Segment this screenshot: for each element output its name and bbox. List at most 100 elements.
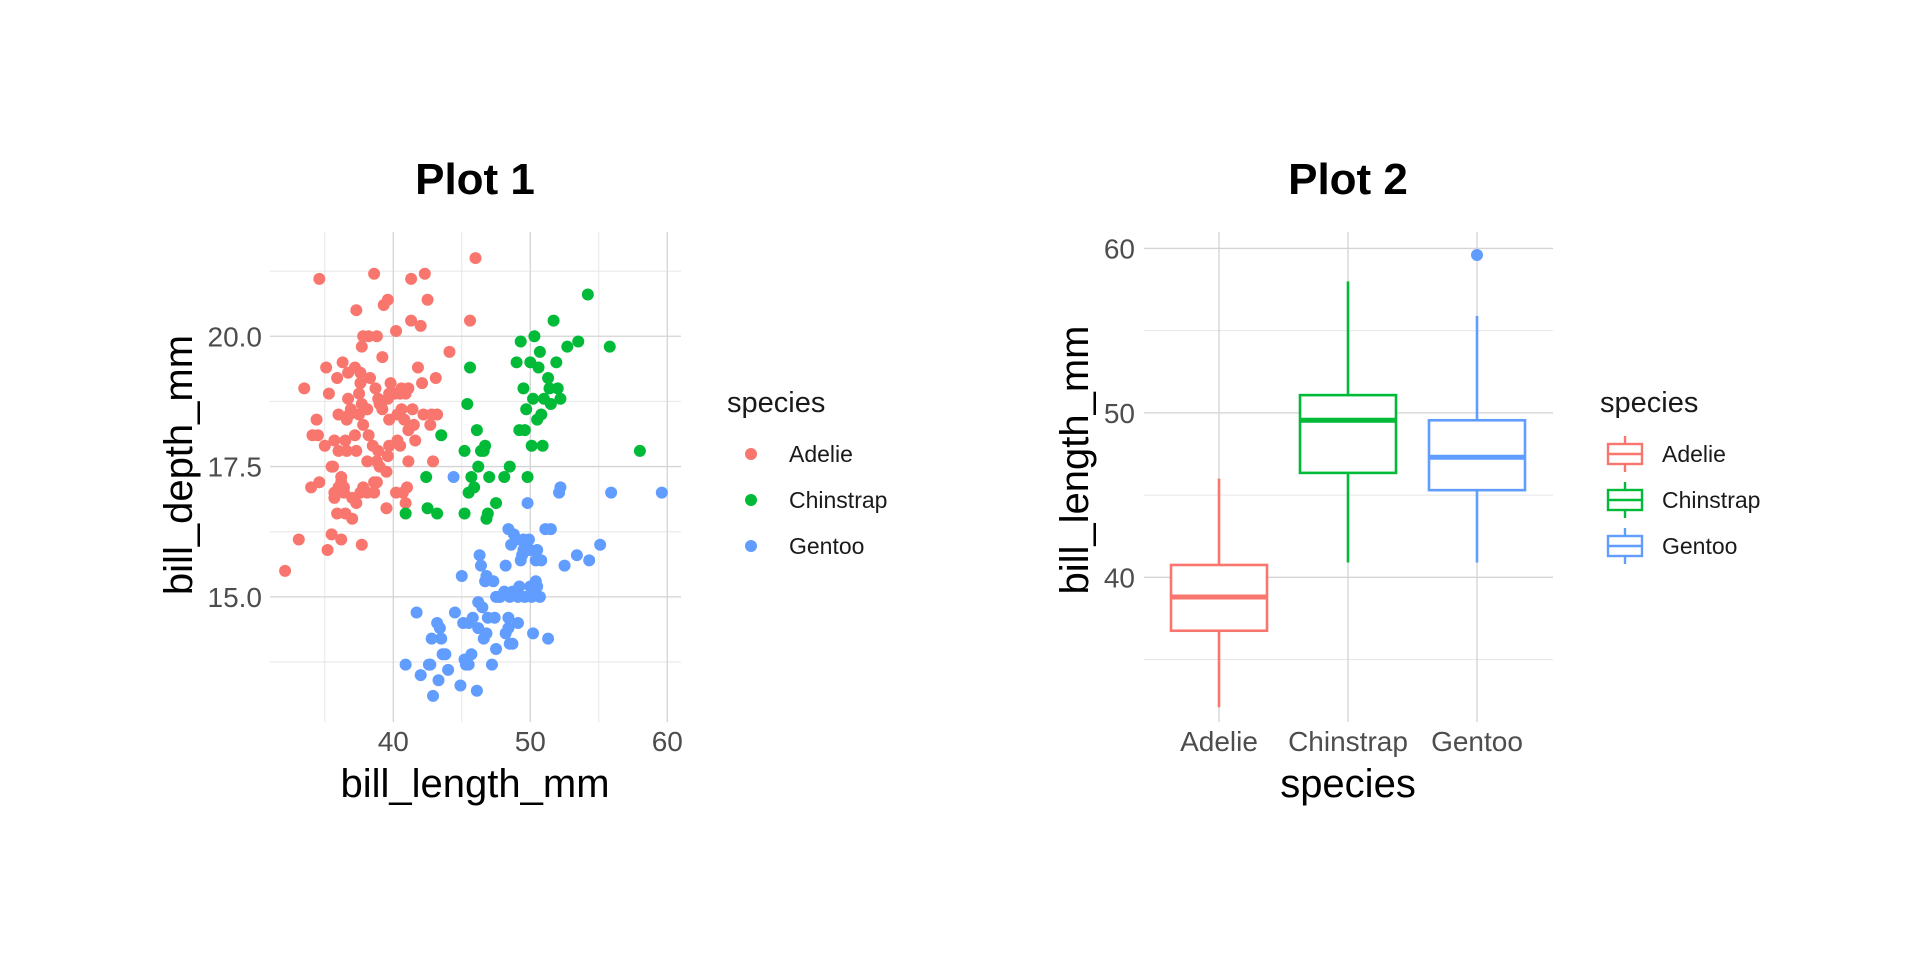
x-tick-label: 40	[378, 726, 409, 757]
data-point-adelie	[331, 371, 344, 384]
data-point-adelie	[405, 272, 418, 285]
data-point-chinstrap	[470, 424, 483, 437]
box-chinstrap	[1298, 393, 1398, 475]
x-tick-label: Chinstrap	[1288, 726, 1408, 757]
data-point-gentoo	[427, 689, 440, 702]
data-point-adelie	[362, 429, 375, 442]
box-plot: Plot 2 Adelie Chinstrap Gentoo 40 50 60 spec…	[1053, 155, 1760, 806]
data-point-gentoo	[570, 549, 583, 562]
data-point-chinstrap	[536, 439, 549, 452]
data-point-adelie	[361, 403, 374, 416]
data-point-adelie	[406, 403, 419, 416]
data-point-gentoo	[605, 486, 618, 499]
data-point-gentoo	[522, 533, 535, 546]
legend-key-chinstrap	[1606, 482, 1644, 518]
legend-key-gentoo	[745, 540, 757, 552]
data-point-adelie	[384, 377, 397, 390]
data-point-chinstrap	[525, 439, 538, 452]
plot2-legend-title: species	[1600, 387, 1698, 419]
data-point-chinstrap	[527, 392, 540, 405]
data-point-gentoo	[466, 611, 479, 624]
data-point-gentoo	[542, 632, 555, 645]
data-point-adelie	[401, 481, 413, 494]
data-point-gentoo	[506, 637, 519, 650]
plot1-x-axis-title: bill_length_mm	[340, 762, 609, 806]
data-point-adelie	[313, 272, 326, 285]
data-point-chinstrap	[544, 398, 557, 411]
data-point-adelie	[342, 392, 355, 405]
y-tick-label: 60	[1104, 233, 1135, 264]
data-point-chinstrap	[542, 371, 555, 384]
data-point-chinstrap	[481, 507, 494, 520]
data-point-adelie	[354, 377, 367, 390]
data-point-adelie	[355, 538, 368, 551]
data-point-chinstrap	[520, 403, 533, 416]
data-point-adelie	[431, 408, 444, 421]
data-point-chinstrap	[633, 444, 646, 457]
data-point-chinstrap	[532, 361, 545, 374]
data-point-adelie	[381, 293, 394, 306]
data-point-chinstrap	[521, 471, 534, 483]
data-point-gentoo	[410, 606, 423, 619]
data-point-adelie	[350, 304, 363, 317]
data-point-adelie	[405, 314, 418, 327]
data-point-gentoo	[414, 669, 427, 682]
data-point-gentoo	[511, 616, 524, 629]
data-point-adelie	[339, 434, 352, 447]
data-point-gentoo	[521, 497, 534, 510]
data-point-chinstrap	[420, 471, 433, 483]
data-point-gentoo	[525, 590, 538, 603]
data-point-adelie	[336, 356, 349, 369]
data-point-gentoo	[442, 663, 455, 676]
plot1-y-axis-title: bill_depth_mm	[157, 335, 201, 595]
data-point-adelie	[322, 387, 335, 400]
data-point-adelie	[325, 528, 338, 541]
data-point-adelie	[424, 418, 437, 431]
data-point-adelie	[318, 439, 331, 452]
data-point-adelie	[411, 361, 424, 374]
data-point-adelie	[279, 564, 292, 577]
x-tick-label: Adelie	[1180, 726, 1258, 757]
data-point-gentoo	[485, 658, 498, 671]
data-point-adelie	[320, 361, 333, 374]
data-point-chinstrap	[490, 497, 503, 510]
data-point-chinstrap	[472, 460, 485, 473]
data-point-adelie	[357, 418, 370, 431]
data-point-adelie	[355, 340, 368, 353]
data-point-adelie	[331, 507, 344, 520]
y-tick-label: 20.0	[208, 321, 263, 352]
data-point-adelie	[390, 325, 403, 338]
data-point-adelie	[376, 403, 389, 416]
data-point-chinstrap	[510, 356, 523, 369]
data-point-adelie	[337, 481, 350, 494]
data-point-gentoo	[490, 643, 503, 656]
data-point-gentoo	[513, 580, 526, 593]
data-point-gentoo	[544, 523, 557, 536]
data-point-adelie	[313, 476, 326, 489]
data-point-adelie	[350, 444, 363, 457]
data-point-gentoo	[583, 554, 596, 567]
data-point-adelie	[368, 486, 381, 499]
legend-key-gentoo	[1606, 528, 1644, 564]
data-point-adelie	[311, 429, 324, 442]
data-point-chinstrap	[543, 382, 556, 395]
x-tick-label: Gentoo	[1431, 726, 1523, 757]
data-point-adelie	[421, 293, 434, 306]
data-point-chinstrap	[464, 361, 477, 374]
data-point-adelie	[369, 382, 382, 395]
data-point-adelie	[418, 267, 431, 280]
data-point-gentoo	[502, 622, 515, 635]
data-point-chinstrap	[483, 471, 496, 483]
data-point-chinstrap	[533, 345, 546, 358]
data-point-adelie	[327, 460, 340, 473]
data-point-adelie	[464, 314, 477, 327]
plot1-points	[279, 252, 668, 702]
data-point-gentoo	[558, 559, 571, 572]
data-point-adelie	[364, 371, 377, 384]
plot2-y-axis-title: bill_length_mm	[1053, 325, 1097, 594]
data-point-gentoo	[499, 559, 512, 572]
data-point-adelie	[370, 330, 383, 343]
data-point-adelie	[340, 444, 353, 457]
data-point-gentoo	[476, 601, 489, 614]
